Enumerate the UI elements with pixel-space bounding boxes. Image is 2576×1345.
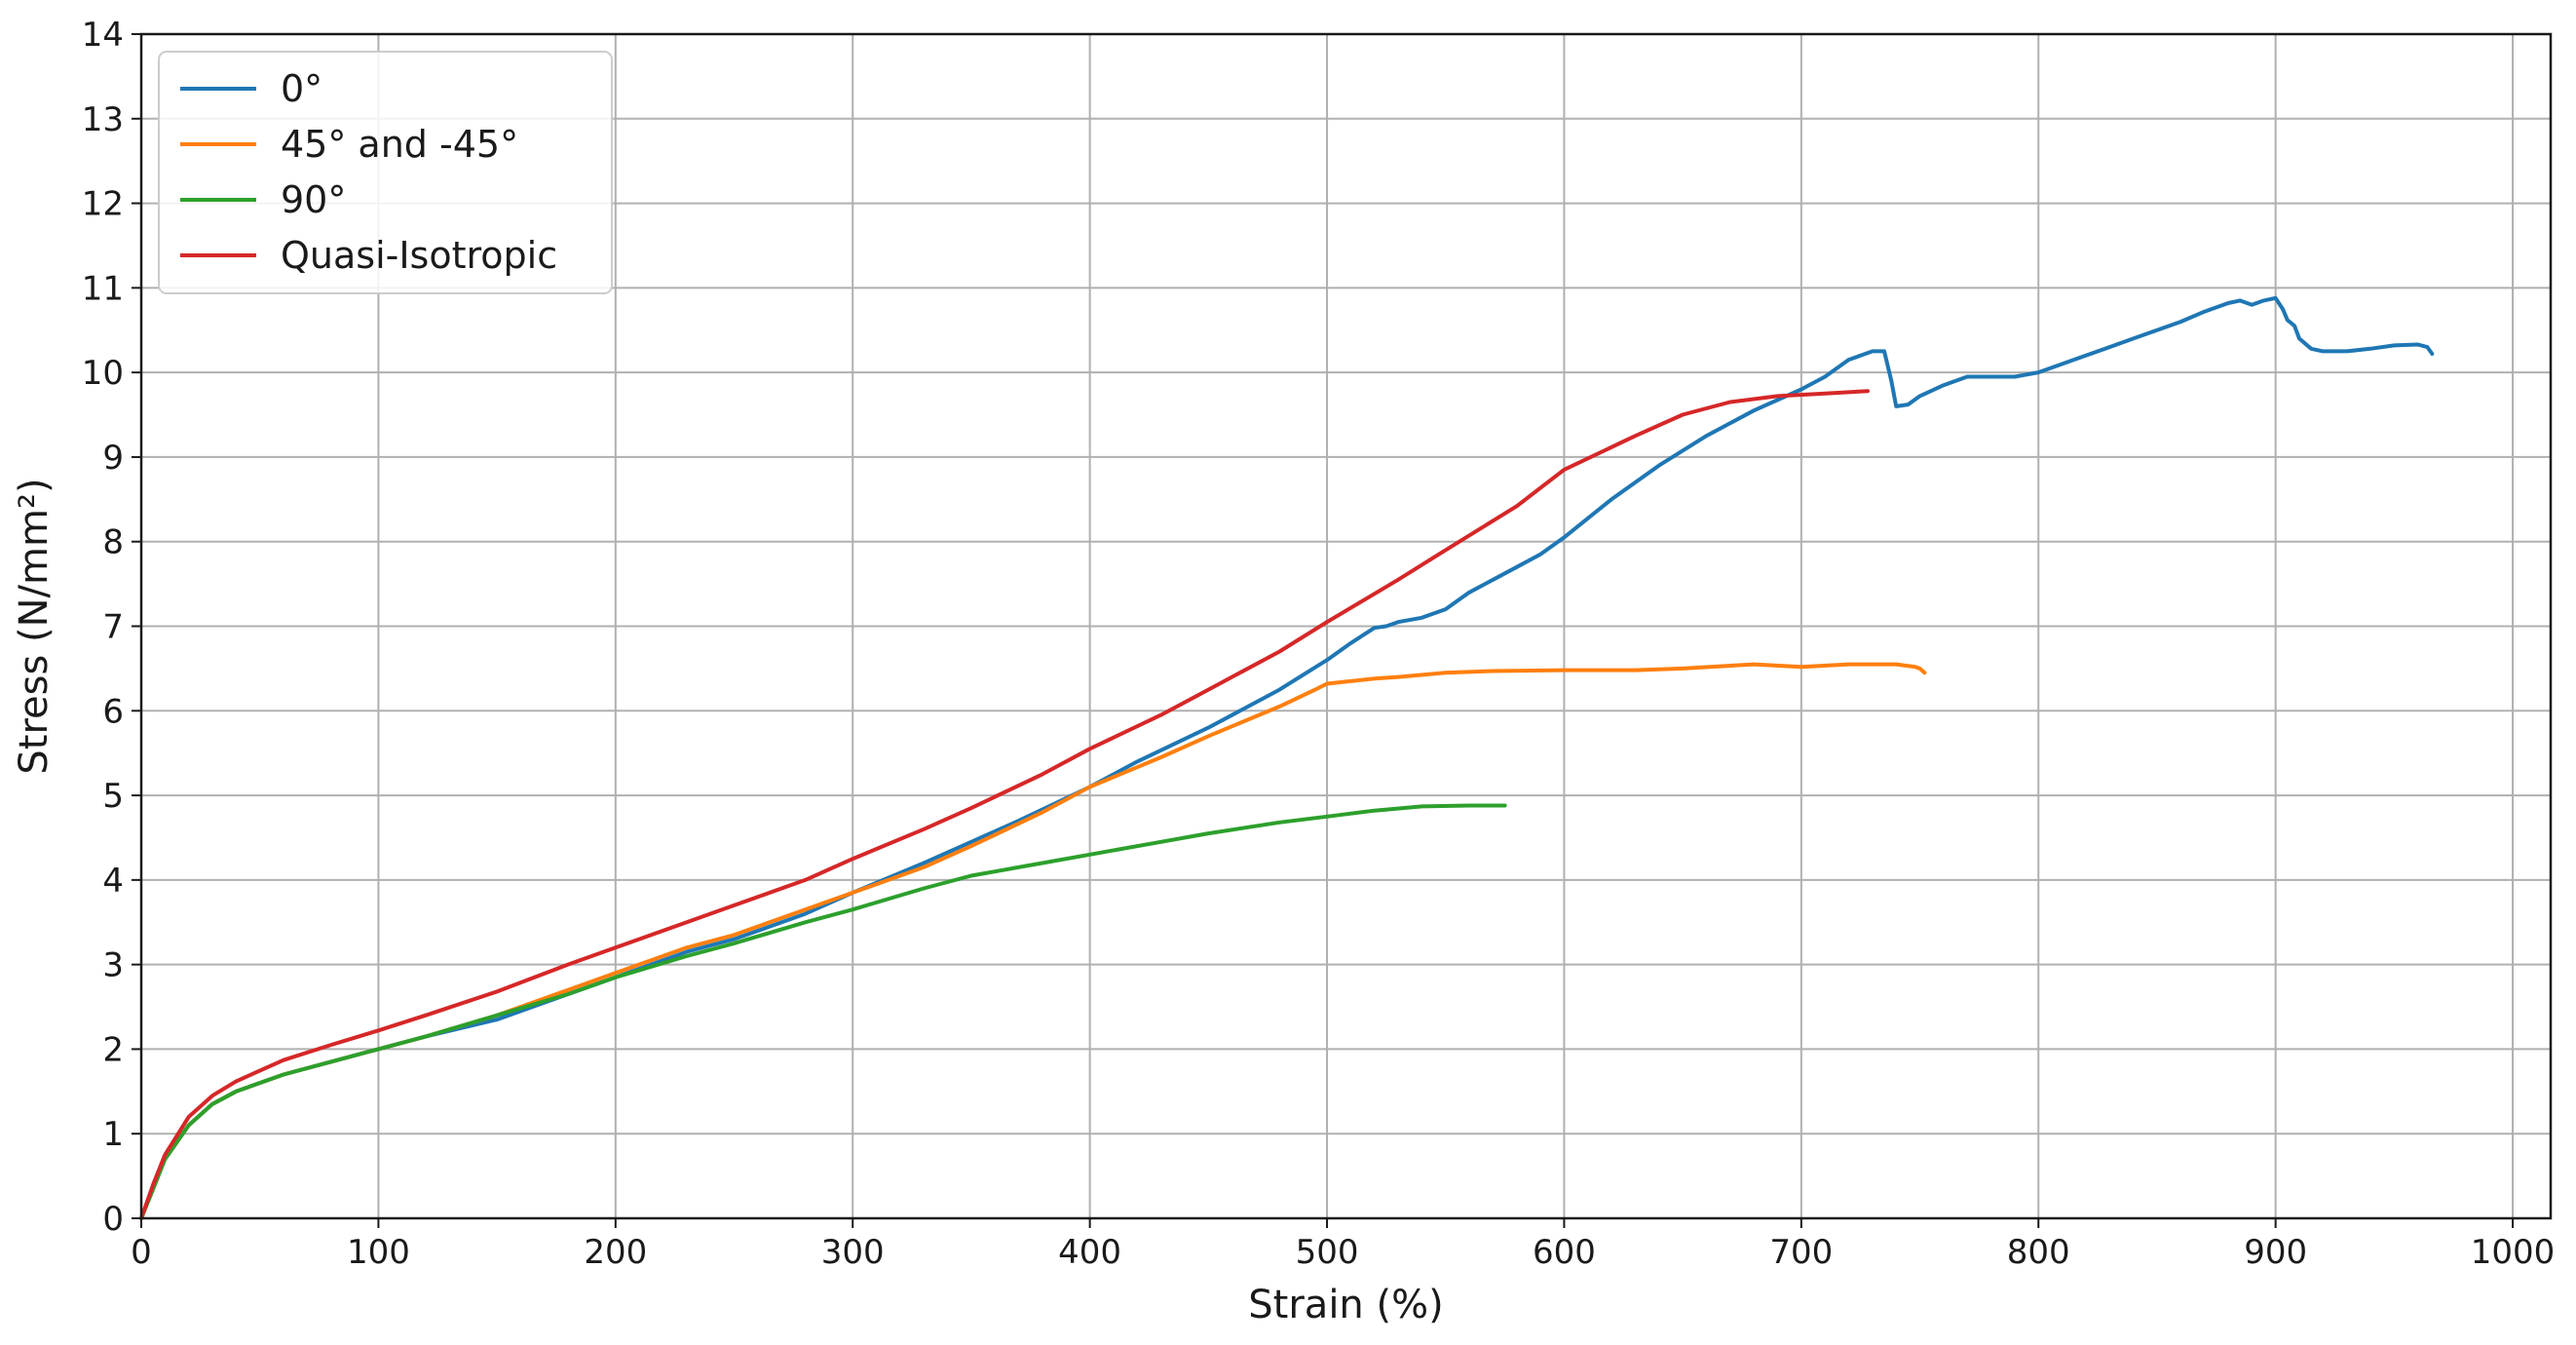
series-line-0: [139, 295, 2435, 1220]
legend-label: 45° and -45°: [281, 123, 518, 166]
legend-box: [158, 51, 613, 294]
y-tick-label: 11: [82, 269, 124, 308]
y-tick-label: 4: [102, 862, 124, 901]
y-tick-label: 5: [102, 777, 124, 816]
x-tick-label: 500: [1296, 1233, 1359, 1272]
legend-label: 0°: [281, 67, 322, 110]
y-tick-label: 1: [102, 1115, 124, 1154]
y-tick-label: 14: [82, 16, 124, 55]
y-tick-label: 2: [102, 1030, 124, 1069]
y-tick-label: 3: [102, 946, 124, 985]
axis-ticks: 0 100 200 300 400 500 600 700 800 900 100001234567…: [82, 16, 2556, 1272]
legend: 0° 45° and -45° 90° Quasi-Isotropic: [158, 51, 613, 294]
x-tick-label: 900: [2244, 1233, 2307, 1272]
y-axis-label: Stress (N/mm²): [12, 478, 57, 774]
x-tick-label: 400: [1058, 1233, 1121, 1272]
y-tick-label: 9: [102, 439, 124, 478]
x-tick-label: 600: [1533, 1233, 1596, 1272]
x-tick-label: 0: [131, 1233, 152, 1272]
series-lines: [139, 295, 2435, 1220]
y-tick-label: 7: [102, 608, 124, 647]
legend-label: Quasi-Isotropic: [281, 234, 557, 277]
y-tick-label: 6: [102, 692, 124, 731]
y-tick-label: 12: [82, 185, 124, 224]
y-tick-label: 10: [82, 354, 124, 393]
x-tick-label: 100: [347, 1233, 410, 1272]
y-tick-label: 13: [82, 100, 124, 139]
x-tick-label: 300: [821, 1233, 885, 1272]
series-line-2: [139, 803, 1507, 1220]
x-axis-label: Strain (%): [1248, 1283, 1443, 1327]
y-tick-label: 0: [102, 1200, 124, 1239]
x-tick-label: 200: [584, 1233, 647, 1272]
x-tick-label: 800: [2007, 1233, 2070, 1272]
y-tick-label: 8: [102, 523, 124, 562]
x-tick-label: 700: [1769, 1233, 1833, 1272]
legend-label: 90°: [281, 178, 346, 221]
x-tick-label: 1000: [2471, 1233, 2556, 1272]
series-line-3: [139, 389, 1870, 1220]
